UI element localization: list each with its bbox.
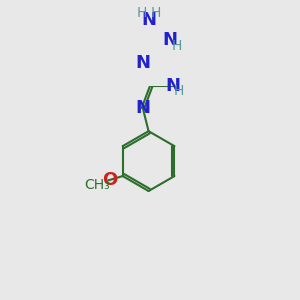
- Text: N: N: [135, 99, 150, 117]
- Text: N: N: [141, 11, 156, 29]
- Text: O: O: [102, 171, 118, 189]
- Text: H: H: [174, 84, 184, 98]
- Text: N: N: [162, 31, 177, 49]
- Text: CH₃: CH₃: [84, 178, 110, 192]
- Text: H: H: [151, 6, 161, 20]
- Text: N: N: [135, 54, 150, 72]
- Text: N: N: [165, 76, 180, 94]
- Text: H: H: [136, 6, 147, 20]
- Text: H: H: [171, 39, 182, 53]
